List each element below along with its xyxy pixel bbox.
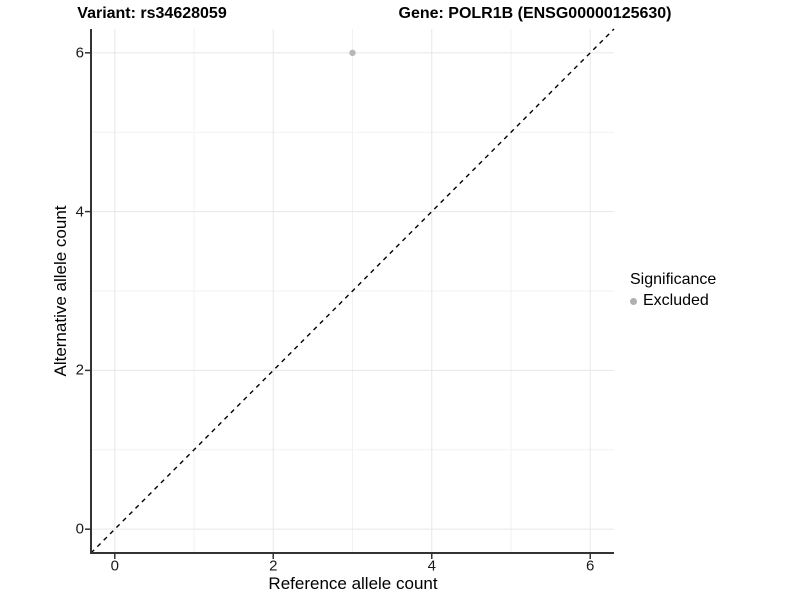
plot-title-gene: Gene: POLR1B (ENSG00000125630) <box>398 5 672 22</box>
x-tick-label: 2 <box>269 557 278 575</box>
data-point <box>349 49 356 57</box>
legend-item-label: Excluded <box>643 292 709 309</box>
legend-point-icon <box>630 297 637 305</box>
x-tick-label: 0 <box>110 557 119 575</box>
y-axis-title: Alternative allele count <box>51 205 70 377</box>
x-axis-title: Reference allele count <box>268 574 438 593</box>
identity-line <box>90 28 615 554</box>
x-tick-label: 4 <box>427 557 436 575</box>
plot-title-variant: Variant: rs34628059 <box>77 5 227 22</box>
y-tick-label: 0 <box>75 520 84 538</box>
y-tick-label: 4 <box>75 203 84 221</box>
y-tick-label: 6 <box>75 44 84 62</box>
legend: Significance Excluded <box>630 271 716 310</box>
legend-item-excluded: Excluded <box>630 292 716 310</box>
legend-title: Significance <box>630 271 717 288</box>
y-tick-label: 2 <box>75 361 84 379</box>
x-tick-label: 6 <box>586 557 595 575</box>
